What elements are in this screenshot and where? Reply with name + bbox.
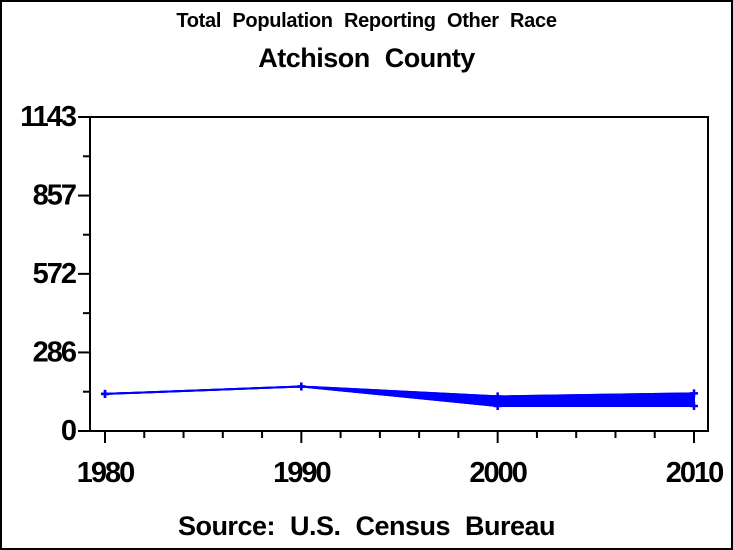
y-axis-tick-label: 857 bbox=[33, 180, 76, 212]
x-axis-tick-label: 2000 bbox=[469, 457, 526, 489]
x-axis-tick-label: 1980 bbox=[77, 457, 134, 489]
x-axis-tick-label: 2010 bbox=[666, 457, 723, 489]
source-caption: Source: U.S. Census Bureau bbox=[177, 511, 556, 541]
y-axis-tick-label: 1143 bbox=[20, 101, 77, 133]
chart-subtitle: Atchison County bbox=[258, 43, 475, 73]
data-series-line-2 bbox=[104, 385, 694, 408]
y-axis-tick-label: 572 bbox=[33, 258, 76, 290]
y-axis-tick-label: 0 bbox=[61, 415, 76, 447]
chart-title: Total Population Reporting Other Race bbox=[176, 10, 557, 32]
x-axis-tick-label: 1990 bbox=[273, 457, 330, 489]
y-axis-tick-label: 286 bbox=[33, 336, 77, 368]
plot-frame bbox=[89, 116, 709, 432]
